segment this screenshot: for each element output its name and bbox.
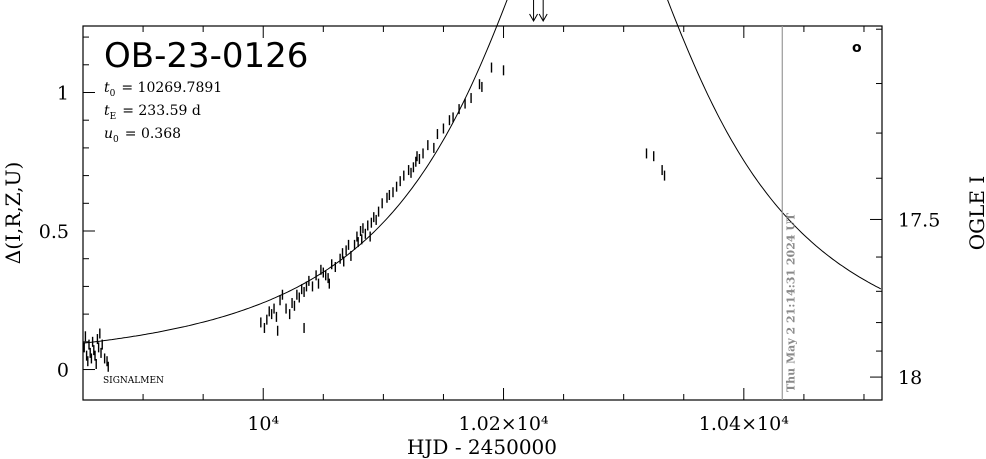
x-tick-label: 1.04×10⁴ (699, 413, 789, 435)
arrow-head (529, 13, 538, 23)
arrow-markers (529, 0, 548, 23)
observation-points (83, 62, 666, 372)
y-tick-label: 0.5 (39, 221, 69, 243)
survey-label: SIGNALMEN (103, 376, 164, 386)
y-axis-title-left: Δ(I,R,Z,U) (1, 162, 25, 264)
param-u0: u0 = 0.368 (104, 126, 181, 145)
x-tick-label: 1.02×10⁴ (459, 413, 549, 435)
param-tE: tE = 233.59 d (104, 103, 201, 122)
x-tick-label: 10⁴ (247, 413, 279, 435)
parameter-block: t0 = 10269.7891 tE = 233.59 d u0 = 0.368 (104, 80, 222, 145)
circle-marker: o (852, 40, 862, 56)
y-right-tick-label: 18 (898, 367, 922, 389)
arrow-head (538, 13, 548, 23)
y-right-tick-label: 17.5 (898, 209, 940, 231)
model-curve (82, 0, 882, 344)
x-axis-title: HJD - 2450000 (407, 435, 557, 459)
event-title: OB-23-0126 (104, 36, 308, 76)
y-tick-label: 0 (57, 360, 69, 382)
y-tick-label: 1 (57, 82, 69, 104)
y-axis-title-right: OGLE I (965, 176, 986, 251)
plot-frame (82, 25, 883, 401)
timestamp-label: Thu May 2 21:14:31 2024 UT (784, 212, 797, 392)
param-t0: t0 = 10269.7891 (104, 80, 222, 99)
